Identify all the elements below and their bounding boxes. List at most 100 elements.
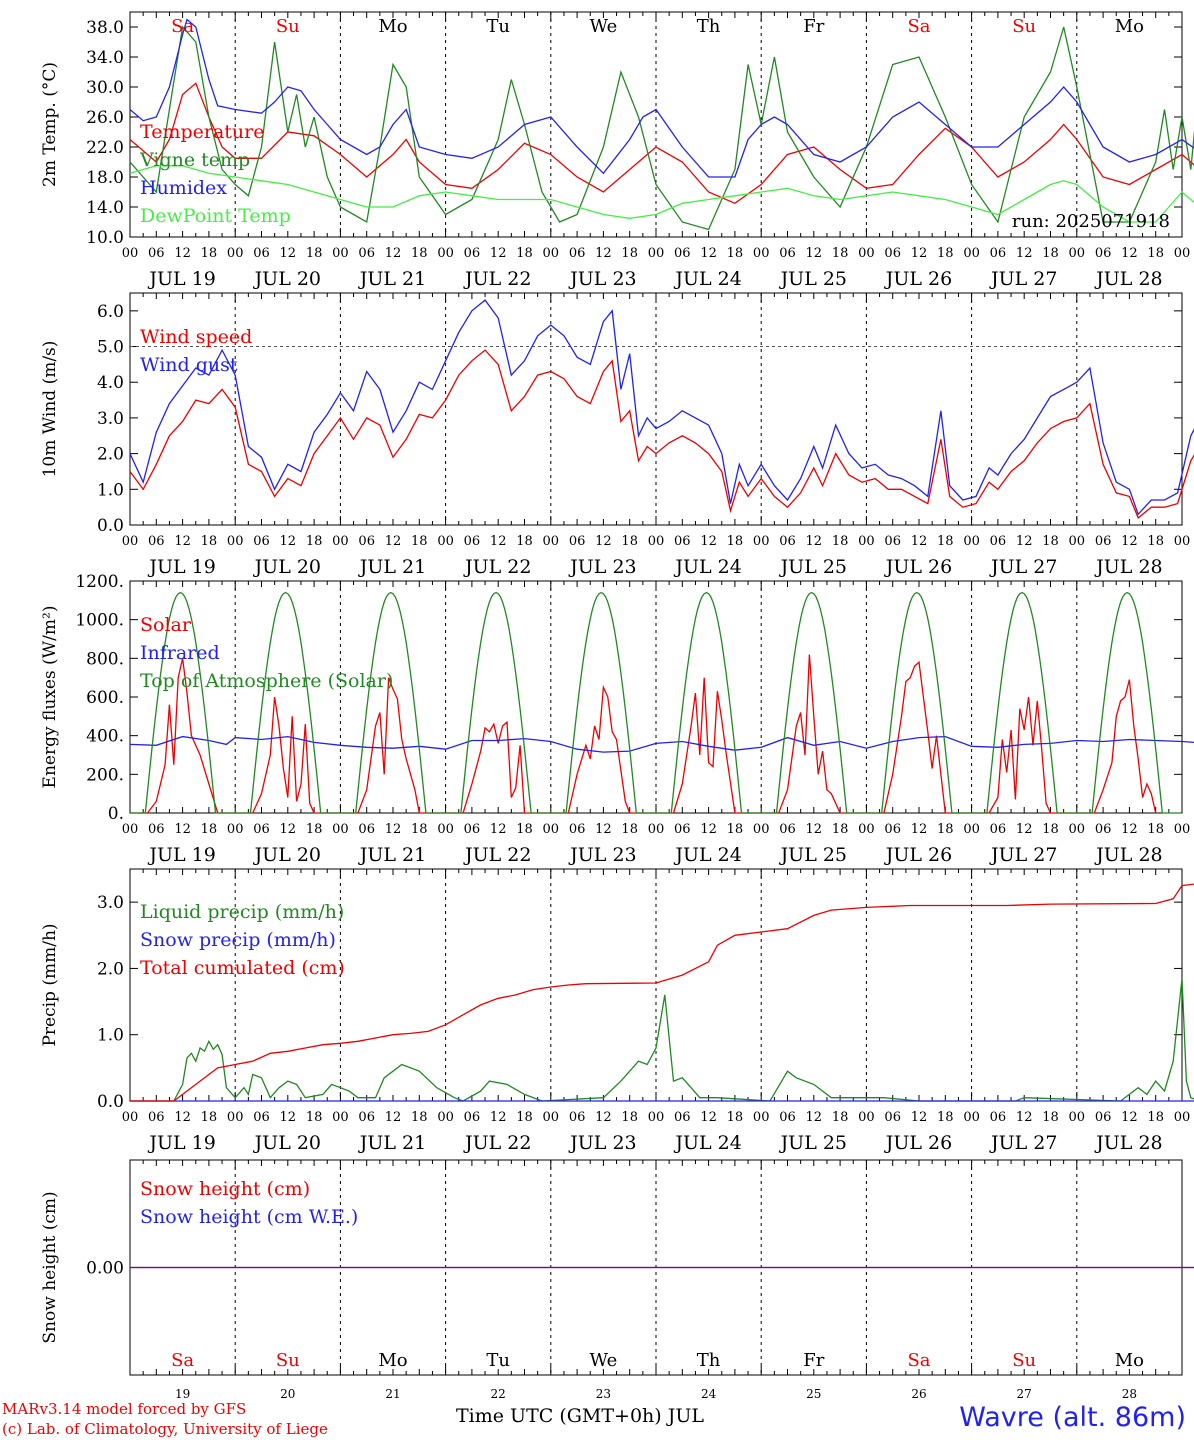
hour-label: 18: [1042, 822, 1059, 837]
hour-label: 18: [201, 246, 218, 261]
y-tick-label: 4.0: [97, 373, 124, 393]
date-number-label: 19: [175, 1387, 190, 1401]
date-label: JUL 24: [673, 844, 741, 866]
weekday-label: Fr: [803, 1350, 824, 1371]
date-number-label: 21: [385, 1387, 400, 1401]
hour-label: 06: [569, 822, 586, 837]
hour-label: 00: [332, 534, 349, 549]
hour-label: 12: [280, 534, 297, 549]
date-label: JUL 20: [253, 556, 321, 578]
y-tick-label: 3.0: [97, 409, 124, 429]
hour-label: 00: [437, 246, 454, 261]
hour-label: 12: [385, 822, 402, 837]
y-tick-label: 200.: [86, 765, 124, 785]
date-number-label: 25: [806, 1387, 821, 1401]
hour-label: 18: [411, 822, 428, 837]
hour-label: 18: [411, 1110, 428, 1125]
date-label: JUL 20: [253, 268, 321, 290]
y-tick-label: 2.0: [97, 959, 124, 979]
hour-label: 00: [1174, 534, 1191, 549]
date-label: JUL 23: [568, 1132, 636, 1154]
date-label: JUL 25: [779, 268, 847, 290]
hour-label: 12: [911, 246, 928, 261]
y-tick-label: 400.: [86, 727, 124, 747]
hour-label: 18: [516, 534, 533, 549]
station-name: Wavre (alt. 86m): [959, 1402, 1186, 1433]
hour-label: 12: [700, 1110, 717, 1125]
series-line-wind-speed: [129, 349, 1194, 519]
hour-label: 00: [963, 822, 980, 837]
weekday-label: Sa: [171, 16, 194, 37]
series-line-temperature: [129, 82, 1194, 205]
hour-label: 06: [569, 246, 586, 261]
weekday-label: Th: [697, 16, 721, 37]
hour-label: 12: [490, 822, 507, 837]
hour-label: 06: [148, 822, 165, 837]
date-number-label: 27: [1017, 1387, 1032, 1401]
hour-label: 18: [937, 534, 954, 549]
hour-label: 12: [806, 822, 823, 837]
legend-entry: Vigne temp: [139, 149, 250, 171]
date-label: JUL 22: [463, 844, 531, 866]
hour-label: 06: [464, 534, 481, 549]
hour-label: 18: [832, 246, 849, 261]
date-label: JUL 28: [1094, 556, 1162, 578]
hour-label: 12: [700, 534, 717, 549]
hour-label: 00: [1174, 246, 1191, 261]
hour-label: 00: [332, 822, 349, 837]
hour-label: 18: [621, 246, 638, 261]
hour-label: 00: [753, 534, 770, 549]
weekday-label: Mo: [378, 16, 407, 37]
date-label: JUL 19: [147, 1132, 215, 1154]
hour-label: 00: [648, 822, 665, 837]
date-label: JUL 21: [358, 556, 426, 578]
date-label: JUL 28: [1094, 1132, 1162, 1154]
date-number-label: 22: [491, 1387, 506, 1401]
date-label: JUL 25: [779, 556, 847, 578]
hour-label: 18: [1042, 1110, 1059, 1125]
y-tick-label: 10.0: [86, 228, 124, 248]
model-credit: MARv3.14 model forced by GFS: [2, 1400, 247, 1418]
hour-label: 18: [516, 822, 533, 837]
hour-label: 12: [1016, 822, 1033, 837]
weekday-label: We: [590, 1350, 618, 1371]
hour-label: 06: [464, 1110, 481, 1125]
hour-label: 18: [1147, 246, 1164, 261]
hour-label: 12: [280, 822, 297, 837]
y-tick-label: 30.0: [86, 78, 124, 98]
hour-label: 06: [253, 246, 270, 261]
date-label: JUL 23: [568, 844, 636, 866]
hour-label: 00: [753, 1110, 770, 1125]
hour-label: 06: [253, 822, 270, 837]
weekday-label: We: [590, 16, 618, 37]
y-tick-label: 1.0: [97, 480, 124, 500]
hour-label: 12: [806, 1110, 823, 1125]
weekday-label: Su: [1012, 1350, 1036, 1371]
hour-label: 06: [358, 534, 375, 549]
panel-2: 0.0 1.0 2.0 3.0 4.0 5.0 6.0 10m Wind (m/s) Wind …: [40, 292, 1194, 578]
date-number-label: 24: [701, 1387, 717, 1401]
hour-label: 18: [937, 1110, 954, 1125]
hour-label: 06: [990, 246, 1007, 261]
hour-label: 12: [490, 1110, 507, 1125]
series-line-dewpoint-temp: [129, 165, 1194, 223]
legend-entry: DewPoint Temp: [140, 205, 291, 227]
hour-label: 00: [543, 1110, 560, 1125]
hour-label: 06: [148, 1110, 165, 1125]
hour-label: 00: [437, 822, 454, 837]
hour-label: 06: [1095, 246, 1112, 261]
hour-label: 18: [727, 534, 744, 549]
hour-label: 06: [884, 822, 901, 837]
series-line-wind-gust: [129, 299, 1194, 516]
hour-label: 06: [148, 246, 165, 261]
hour-label: 18: [621, 1110, 638, 1125]
date-label: JUL 26: [884, 268, 952, 290]
date-number-label: 20: [280, 1387, 295, 1401]
date-label: JUL 28: [1094, 844, 1162, 866]
hour-label: 12: [595, 1110, 612, 1125]
hour-label: 00: [227, 246, 244, 261]
hour-label: 18: [516, 246, 533, 261]
hour-label: 00: [437, 534, 454, 549]
date-label: JUL 27: [989, 1132, 1057, 1154]
